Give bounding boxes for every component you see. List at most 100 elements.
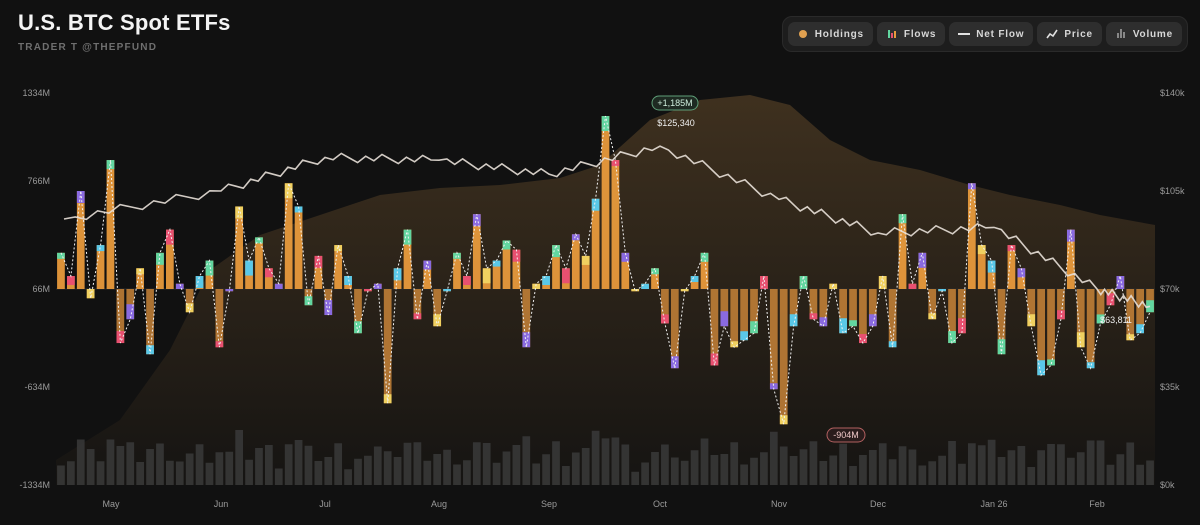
- net-flow-toggle-button[interactable]: Net Flow: [949, 22, 1034, 46]
- flow-bar-segment: [799, 276, 808, 289]
- volume-bar: [1106, 464, 1115, 485]
- flow-bar: [354, 289, 362, 334]
- flow-bar-segment: [878, 276, 887, 289]
- volume-bar: [690, 450, 699, 485]
- volume-bar: [779, 446, 788, 485]
- volume-bar: [631, 471, 640, 485]
- flow-bar: [502, 240, 511, 289]
- volume-bar: [562, 466, 570, 485]
- volume-toggle-button[interactable]: Volume: [1105, 22, 1182, 46]
- holdings-toggle-button[interactable]: Holdings: [787, 22, 873, 46]
- net-flow-polyline: [60, 115, 1151, 425]
- volume-bar: [403, 442, 412, 485]
- flow-bar-segment: [443, 289, 451, 292]
- flow-bar: [997, 289, 1006, 355]
- flow-bar: [76, 191, 85, 289]
- flow-bar: [789, 289, 798, 327]
- flow-bar-segment: [670, 356, 679, 369]
- volume-bar: [324, 457, 333, 485]
- flow-bar: [591, 198, 600, 289]
- flow-bar-segment: [324, 300, 333, 316]
- flow-bar-segment: [809, 313, 818, 320]
- volume-bar: [413, 442, 422, 485]
- volume-bar: [522, 436, 531, 485]
- flow-bar-segment: [552, 245, 560, 258]
- flows-toggle-button[interactable]: Flows: [876, 22, 946, 46]
- volume-bar: [809, 441, 818, 485]
- flow-bar-segment: [542, 276, 550, 286]
- flow-bar: [1136, 289, 1145, 334]
- volume-bar: [918, 465, 927, 485]
- volume-bars-icon: [1115, 28, 1127, 40]
- flow-bar: [670, 289, 679, 369]
- flow-bar: [977, 245, 986, 289]
- flow-bar-segment: [631, 289, 640, 292]
- volume-bar: [740, 464, 748, 485]
- volume-bar: [294, 440, 303, 485]
- flow-bar: [1096, 289, 1105, 324]
- volume-bar: [274, 468, 283, 485]
- flow-bar: [57, 252, 65, 289]
- flow-bar-segment: [403, 229, 412, 245]
- flow-bar-segment: [1096, 314, 1105, 324]
- holdings-label: Holdings: [814, 28, 864, 40]
- volume-bar: [710, 455, 719, 485]
- flow-bar: [769, 289, 778, 390]
- volume-bar: [443, 449, 451, 485]
- flow-bar: [1066, 229, 1075, 289]
- flow-bar-segment: [562, 268, 570, 284]
- volume-bar: [195, 444, 204, 485]
- volume-bar: [967, 443, 976, 485]
- flow-bar: [918, 252, 927, 289]
- flow-bar-segment: [57, 252, 65, 259]
- flow-bar-segment: [165, 229, 174, 245]
- volume-bar: [96, 461, 105, 485]
- volume-bar: [393, 457, 402, 485]
- flows-bars-icon: [886, 28, 898, 40]
- y-left-tick-label: -634M: [24, 382, 50, 392]
- flow-bar-segment: [255, 237, 263, 244]
- flow-bar: [779, 289, 788, 425]
- series-toggle-group: Holdings Flows Net Flow Price Volume: [781, 16, 1188, 52]
- x-tick-label: May: [102, 499, 120, 509]
- price-toggle-button[interactable]: Price: [1037, 22, 1102, 46]
- flow-bar: [859, 289, 867, 344]
- flow-bar-segment: [1037, 360, 1046, 376]
- volume-bar: [730, 442, 739, 485]
- flow-bar: [294, 206, 303, 289]
- flow-bar-segment: [690, 276, 699, 283]
- flow-bar-segment: [265, 268, 273, 278]
- volume-bar: [908, 449, 917, 485]
- flow-bar-segment: [621, 252, 630, 262]
- flow-bar-segment: [156, 252, 164, 265]
- flow-bar: [1017, 268, 1026, 289]
- volume-bar: [136, 462, 145, 485]
- flow-bar-segment: [522, 332, 531, 348]
- volume-bar: [304, 445, 313, 485]
- flow-bar: [750, 289, 758, 334]
- flow-bar-segment: [918, 252, 927, 268]
- holdings-area-shape: [56, 95, 1155, 485]
- flow-bar-segment: [364, 289, 372, 292]
- flow-bar: [522, 289, 531, 348]
- volume-bar: [1136, 464, 1145, 485]
- volume-bar: [928, 461, 937, 485]
- volume-bar: [215, 452, 224, 485]
- flow-bar-segment: [1116, 276, 1125, 289]
- volume-bar: [611, 437, 620, 485]
- flow-bar: [621, 252, 630, 289]
- price-line: [63, 145, 1151, 309]
- flow-bar: [185, 289, 194, 313]
- flow-bar-segment: [948, 331, 956, 344]
- volume-bar: [839, 443, 847, 485]
- volume-bar: [364, 455, 372, 485]
- flow-bar: [730, 289, 739, 348]
- flow-bar: [700, 252, 709, 289]
- y-right-tick-label: $105k: [1160, 186, 1185, 196]
- flow-bar: [948, 289, 956, 344]
- volume-bar: [225, 451, 234, 485]
- flow-bar-segment: [1106, 293, 1115, 306]
- flow-bars: [57, 116, 1154, 425]
- volume-bar: [245, 459, 253, 485]
- flow-bar-segment: [680, 289, 689, 292]
